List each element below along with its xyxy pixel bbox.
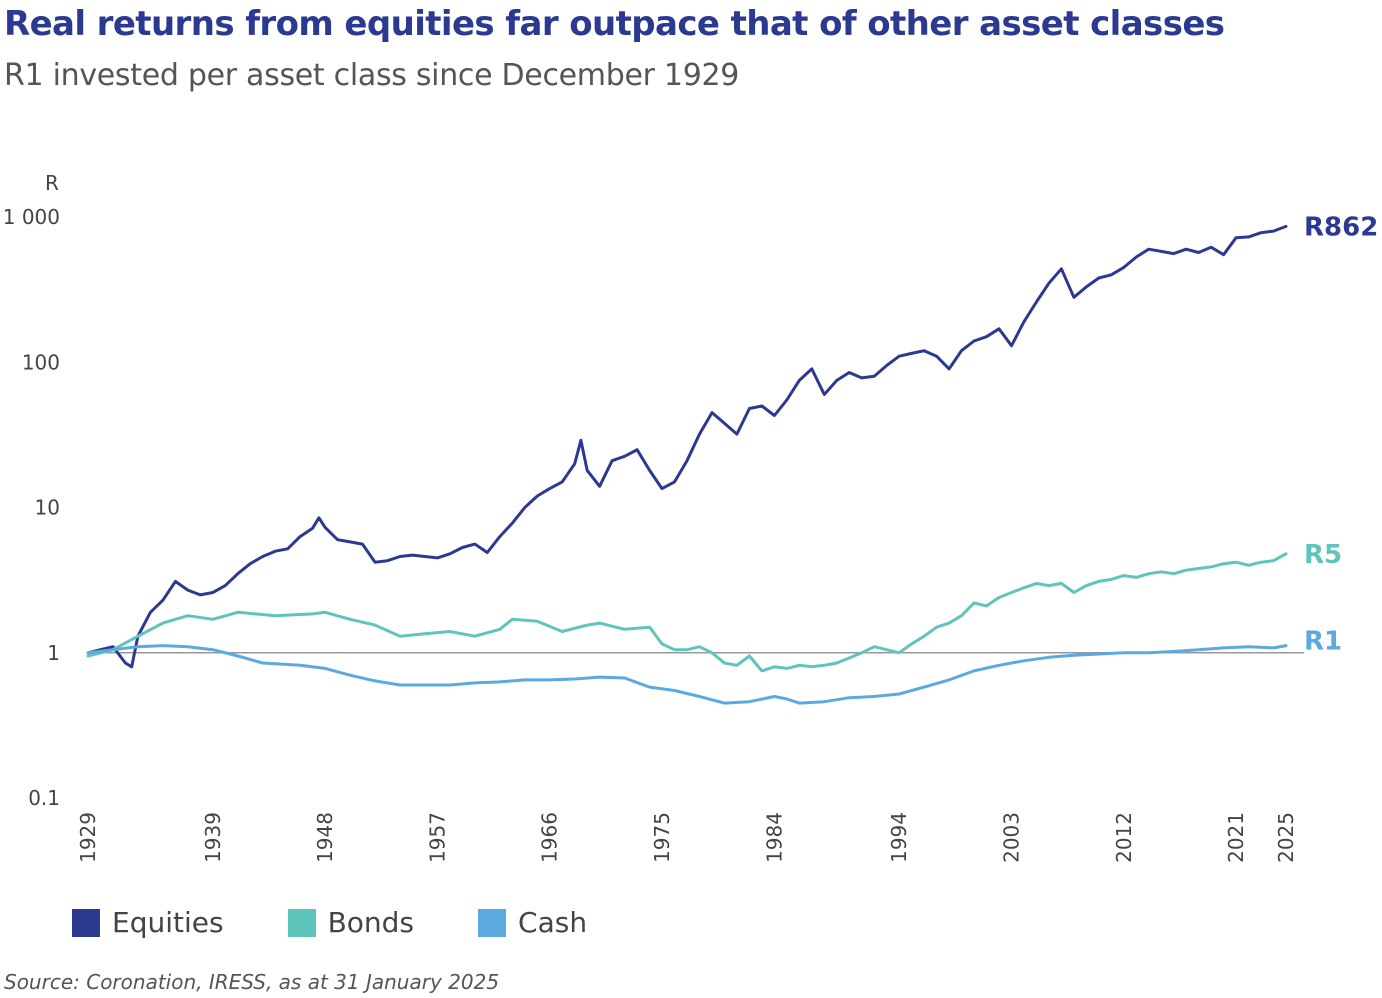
end-label-equities: R862 bbox=[1304, 212, 1378, 242]
y-tick-label: 0.1 bbox=[28, 786, 60, 810]
legend-item-equities: Equities bbox=[72, 906, 224, 939]
chart-title: Real returns from equities far outpace t… bbox=[4, 4, 1225, 44]
legend: Equities Bonds Cash bbox=[72, 906, 651, 939]
series-line-equities bbox=[86, 224, 1288, 669]
y-tick-label: 1 000 bbox=[3, 205, 60, 229]
x-tick-label: 2025 bbox=[1274, 812, 1298, 863]
x-tick-label: 1948 bbox=[313, 812, 337, 863]
x-tick-label: 1975 bbox=[650, 812, 674, 863]
y-tick-label: 1 bbox=[47, 641, 60, 665]
legend-swatch-cash bbox=[478, 908, 507, 937]
label-layer: R862 R5 R1 bbox=[1304, 212, 1378, 656]
legend-swatch-equities bbox=[72, 908, 100, 937]
x-tick-label: 1994 bbox=[887, 812, 911, 863]
x-tick-label: 1984 bbox=[762, 812, 786, 863]
series-line-cash bbox=[86, 644, 1288, 705]
x-tick-label: 1957 bbox=[425, 812, 449, 863]
legend-label-cash: Cash bbox=[518, 906, 588, 939]
y-tick-label: 100 bbox=[22, 350, 60, 374]
axes-layer: R 0.1 1 10 100 1 000 1929 1939 1948 1957 1966 1975 1… bbox=[3, 171, 1304, 863]
x-tick-label: 2021 bbox=[1224, 812, 1248, 863]
x-tick-label: 1966 bbox=[538, 812, 562, 863]
x-tick-label: 2003 bbox=[999, 812, 1023, 863]
x-tick-label: 1929 bbox=[76, 812, 100, 863]
chart-subtitle: R1 invested per asset class since Decemb… bbox=[4, 58, 740, 93]
end-label-cash: R1 bbox=[1304, 627, 1342, 657]
legend-item-bonds: Bonds bbox=[287, 906, 415, 939]
legend-item-cash: Cash bbox=[478, 906, 587, 939]
series-line-bonds bbox=[86, 552, 1288, 673]
legend-label-equities: Equities bbox=[112, 906, 224, 939]
x-tick-label: 2012 bbox=[1112, 812, 1136, 863]
end-label-bonds: R5 bbox=[1304, 540, 1342, 570]
source-note: Source: Coronation, IRESS, as at 31 Janu… bbox=[4, 970, 500, 994]
y-axis-label: R bbox=[45, 171, 59, 195]
legend-label-bonds: Bonds bbox=[327, 906, 415, 939]
x-tick-label: 1939 bbox=[201, 812, 225, 863]
legend-swatch-bonds bbox=[287, 908, 316, 937]
y-tick-label: 10 bbox=[35, 496, 60, 520]
series-layer bbox=[86, 224, 1288, 705]
